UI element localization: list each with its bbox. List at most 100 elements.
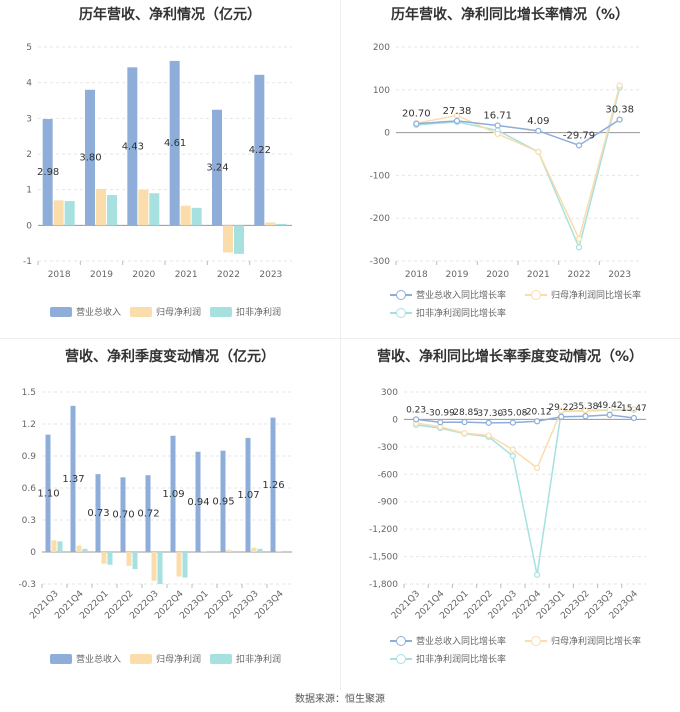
bar [226,549,232,552]
legend-label: 营业总收入同比增长率 [416,291,507,301]
bar [232,550,238,552]
legend-swatch [390,653,412,664]
bar [120,477,126,552]
legend-item-netprofit-growth[interactable]: 归母净利润同比增长率 [525,288,641,301]
bar [82,548,88,552]
data-label: 1.07 [237,490,259,501]
x-tick-label: 2023 [259,270,282,280]
data-point [582,407,589,414]
data-point [485,432,492,439]
legend-item-revenue-growth[interactable]: 营业总收入同比增长率 [390,634,506,647]
quarterly-revenue-profit-panel: 营收、净利季度变动情况（亿元） -0.3 0 0.3 0.6 0.9 1.2 1.5 2021… [0,338,340,690]
bar [45,434,51,552]
y-tick-label: -1,500 [369,553,398,563]
annual-growth-line-chart: -300 -200 -100 0 100 200 2018 2019 2020 2021 2022 2… [370,43,640,280]
series-line [416,87,621,250]
legend-swatch [210,653,232,664]
bar [53,200,64,226]
bar [276,223,287,226]
data-label: 4.09 [527,116,549,127]
quarterly-bar-chart: -0.300.30.60.91.21.52021Q32021Q42022Q120… [18,388,292,621]
data-label: 27.38 [443,106,472,117]
legend-item-revenue[interactable]: 营业总收入 [50,305,121,318]
x-tick-label: 2019 [90,270,113,280]
y-tick-label: 0 [384,129,390,139]
y-tick-label: 1.5 [22,388,36,398]
bar [180,205,191,226]
legend-item-deducted[interactable]: 扣非净利润 [210,305,281,318]
legend-label: 扣非净利润同比增长率 [416,655,507,665]
bar [132,552,138,570]
y-tick-label: 0 [392,415,398,425]
data-point [535,127,542,134]
bar [107,195,117,226]
legend-label: 营业总收入同比增长率 [416,637,507,647]
bar [182,552,188,578]
legend-item-revenue[interactable]: 营业总收入 [50,652,121,665]
y-tick-label: -1 [23,257,32,267]
legend-item-netprofit[interactable]: 归母净利润 [130,305,201,318]
data-point [534,571,541,578]
bar [96,188,106,226]
legend-item-netprofit-growth[interactable]: 归母净利润同比增长率 [525,634,641,647]
legend-label: 归母净利润 [156,655,202,665]
series-line [416,85,621,241]
bar [145,475,151,552]
data-point [485,419,492,426]
bar [195,451,201,552]
bar [107,552,113,565]
y-tick-label: -1,200 [369,525,398,535]
y-tick-label: 5 [26,43,32,53]
data-label: -29.79 [563,130,595,141]
legend-label: 归母净利润 [156,308,202,318]
data-point [494,122,501,129]
annual-revenue-profit-panel: 历年营收、净利情况（亿元） -1 0 1 2 3 4 5 2018 2019 2020 2021 20… [0,0,340,338]
x-tick-label: 2023 [608,270,631,280]
x-tick-label: 2021 [175,270,198,280]
legend-item-revenue-growth[interactable]: 营业总收入同比增长率 [390,288,506,301]
data-label: -35.08 [498,409,527,419]
quarterly-growth-panel: 营收、净利同比增长率季度变动情况（%） -1,800 -1,500 -1,200 -9… [340,338,680,690]
bar [42,119,53,226]
data-point [575,142,583,149]
legend-label: 扣非净利润 [236,308,282,318]
data-point [630,414,637,422]
bar [138,189,149,226]
legend-item-deducted-growth[interactable]: 扣非净利润同比增长率 [390,652,506,665]
bar [149,193,160,226]
data-point [437,419,444,426]
series-line [416,409,634,576]
data-point [412,416,420,423]
data-label: 4.43 [122,141,144,152]
data-point [558,407,565,414]
legend-swatch [130,653,152,664]
bar [282,550,288,552]
bar [64,201,75,226]
legend-swatch [210,306,232,317]
legend-label: 归母净利润同比增长率 [551,291,642,301]
bar [245,437,251,552]
data-label: -30.99 [426,408,455,418]
data-point [461,418,468,426]
data-point [630,406,637,413]
data-label: -20.12 [523,407,552,417]
bar [51,540,57,552]
legend-item-deducted-growth[interactable]: 扣非净利润同比增长率 [390,306,506,319]
bar [157,552,163,584]
panel-divider-horizontal [0,338,680,339]
x-tick-label: 2020 [132,270,155,280]
data-label: 16.71 [483,110,512,121]
y-tick-label: 1.2 [22,420,36,430]
data-label: 30.38 [605,105,634,116]
bar [223,225,233,253]
data-label: 0.94 [187,497,209,508]
data-label: 15.47 [621,404,647,414]
x-tick-label: 2019 [446,270,469,280]
bar [170,435,176,552]
data-point [575,244,583,251]
legend-item-netprofit[interactable]: 归母净利润 [130,652,201,665]
legend-item-deducted[interactable]: 扣非净利润 [210,652,281,665]
bar [70,405,76,552]
quarterly-growth-line-chart: -1,800-1,500-1,200-900-600-30003002021Q3… [369,388,647,621]
legend-swatch [50,653,72,664]
